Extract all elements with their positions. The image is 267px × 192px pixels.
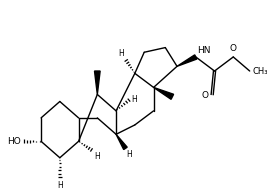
Text: H: H bbox=[57, 181, 63, 190]
Text: HO: HO bbox=[7, 137, 21, 146]
Polygon shape bbox=[116, 134, 127, 150]
Text: HN: HN bbox=[197, 46, 210, 55]
Text: O: O bbox=[230, 44, 237, 53]
Text: H: H bbox=[131, 95, 137, 104]
Text: H: H bbox=[94, 152, 100, 161]
Text: O: O bbox=[202, 91, 209, 100]
Polygon shape bbox=[177, 55, 197, 66]
Polygon shape bbox=[154, 87, 174, 99]
Polygon shape bbox=[95, 71, 100, 94]
Text: H: H bbox=[127, 150, 132, 159]
Text: CH₃: CH₃ bbox=[252, 66, 267, 75]
Text: H: H bbox=[119, 49, 124, 58]
